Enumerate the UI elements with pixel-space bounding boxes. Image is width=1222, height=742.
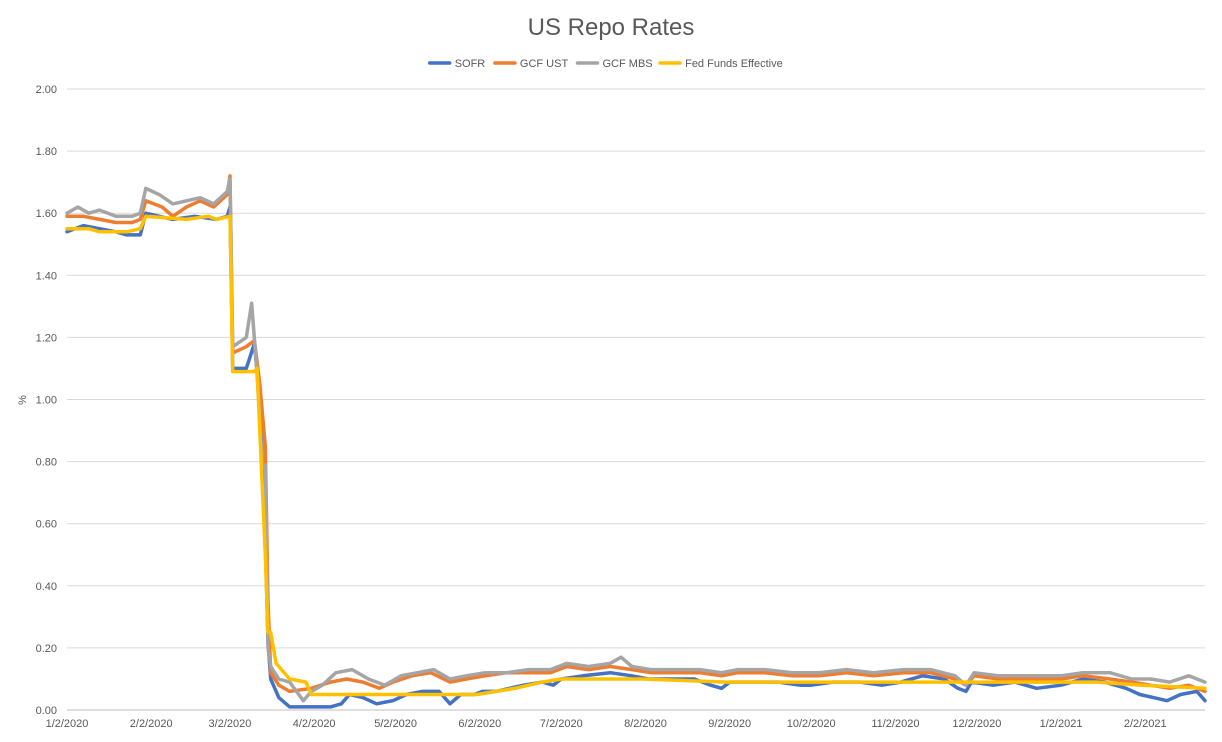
y-tick-label: 1.20 xyxy=(36,332,57,344)
x-tick-label: 11/2/2020 xyxy=(871,718,919,730)
y-tick-label: 0.60 xyxy=(36,519,57,531)
y-tick-label: 0.80 xyxy=(36,457,57,469)
x-tick-label: 6/2/2020 xyxy=(458,718,501,730)
legend-label: GCF UST xyxy=(520,58,569,70)
y-tick-label: 1.00 xyxy=(36,395,57,407)
x-tick-label: 7/2/2020 xyxy=(540,718,583,730)
y-tick-label: 1.60 xyxy=(36,208,57,220)
x-tick-label: 2/2/2020 xyxy=(130,718,173,730)
y-tick-label: 1.40 xyxy=(36,270,57,282)
x-tick-label: 1/2/2021 xyxy=(1040,718,1083,730)
x-tick-label: 1/2/2020 xyxy=(46,718,89,730)
gridlines xyxy=(67,88,1205,711)
y-tick-label: 0.00 xyxy=(36,705,57,717)
y-tick-label: 0.40 xyxy=(36,581,57,593)
y-axis-label: % xyxy=(17,395,29,405)
series-line-sofr xyxy=(65,205,1207,709)
x-axis: 1/2/2020 2/2/2020 3/2/2020 4/2/2020 5/2/2020… xyxy=(46,718,1167,730)
series-line-gcf-ust xyxy=(65,174,1207,694)
x-tick-label: 10/2/2020 xyxy=(787,718,836,730)
y-tick-label: 2.00 xyxy=(36,84,57,96)
x-tick-label: 3/2/2020 xyxy=(209,718,252,730)
chart-legend: SOFR GCF UST GCF MBS Fed Funds Effective xyxy=(427,58,783,70)
x-tick-label: 4/2/2020 xyxy=(293,718,336,730)
y-tick-label: 0.20 xyxy=(36,643,57,655)
legend-label: SOFR xyxy=(455,58,486,70)
legend-label: Fed Funds Effective xyxy=(685,58,783,70)
x-tick-label: 12/2/2020 xyxy=(952,718,1001,730)
legend-label: GCF MBS xyxy=(603,58,653,70)
x-tick-label: 5/2/2020 xyxy=(374,718,417,730)
x-tick-label: 9/2/2020 xyxy=(708,718,751,730)
series-line-gcf-mbs xyxy=(65,177,1207,703)
y-tick-label: 1.80 xyxy=(36,146,57,158)
x-tick-label: 8/2/2020 xyxy=(624,718,667,730)
y-axis: 0.00 0.20 0.40 0.60 0.80 1.00 1.20 1.40 1.60 1.80… xyxy=(36,84,57,717)
x-tick-label: 2/2/2021 xyxy=(1124,718,1167,730)
series-line-fed-funds-effective xyxy=(65,214,1207,697)
chart-title: US Repo Rates xyxy=(528,14,695,41)
series-lines xyxy=(65,174,1207,709)
